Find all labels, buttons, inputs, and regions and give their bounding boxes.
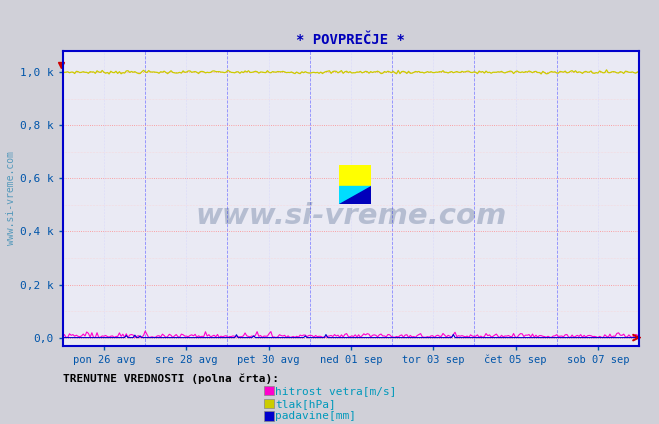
Polygon shape: [339, 187, 371, 204]
Text: tlak[hPa]: tlak[hPa]: [275, 399, 336, 409]
Polygon shape: [339, 187, 371, 204]
Text: hitrost vetra[m/s]: hitrost vetra[m/s]: [275, 386, 397, 396]
Bar: [339, 165, 371, 187]
Text: padavine[mm]: padavine[mm]: [275, 411, 357, 421]
Title: * POVPREČJE *: * POVPREČJE *: [297, 33, 405, 47]
Y-axis label: www.si-vreme.com: www.si-vreme.com: [6, 151, 16, 245]
Text: www.si-vreme.com: www.si-vreme.com: [195, 202, 507, 230]
Text: TRENUTNE VREDNOSTI (polna črta):: TRENUTNE VREDNOSTI (polna črta):: [63, 373, 279, 384]
